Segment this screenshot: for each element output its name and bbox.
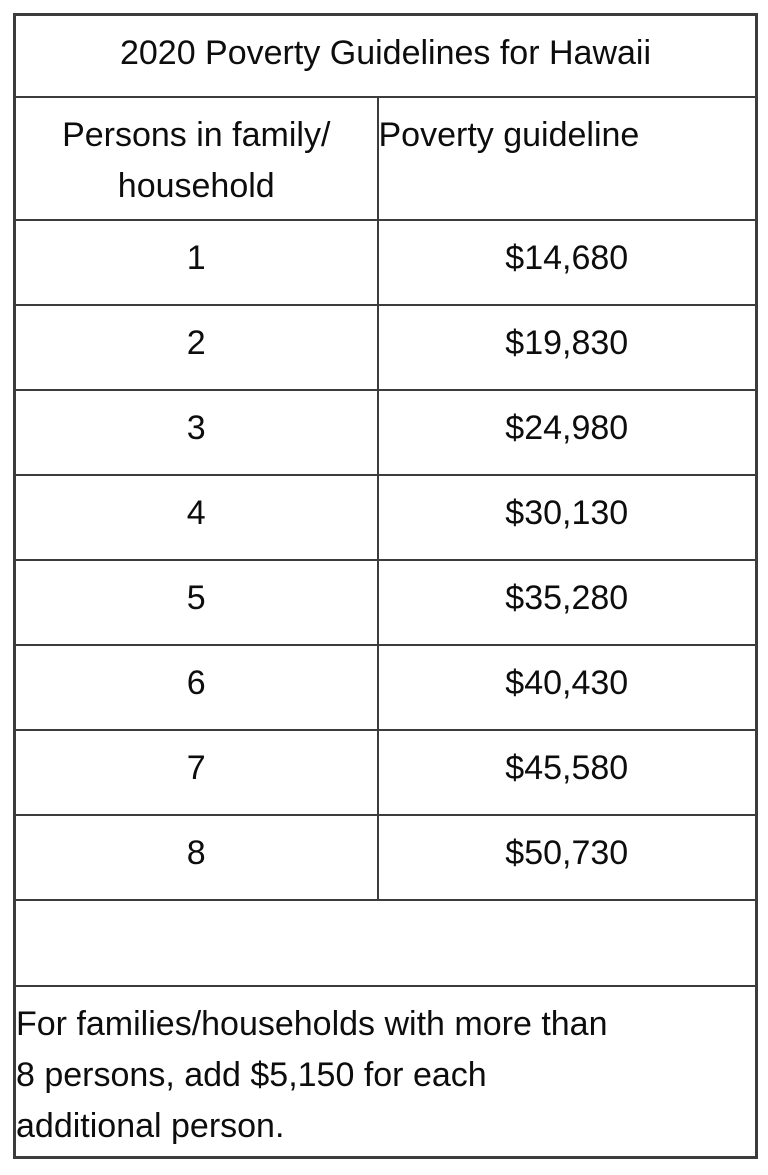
table-row: 6 $40,430 bbox=[13, 643, 758, 731]
persons-cell: 6 bbox=[13, 643, 379, 731]
amount-cell: $50,730 bbox=[376, 813, 758, 901]
persons-cell: 3 bbox=[13, 388, 379, 476]
persons-cell: 5 bbox=[13, 558, 379, 646]
amount-cell: $24,980 bbox=[376, 388, 758, 476]
persons-cell: 1 bbox=[13, 218, 379, 306]
blank-cell bbox=[13, 898, 758, 987]
column-header-persons: Persons in family/ household bbox=[13, 95, 379, 221]
persons-cell: 7 bbox=[13, 728, 379, 816]
amount-cell: $14,680 bbox=[376, 218, 758, 306]
amount-cell: $19,830 bbox=[376, 303, 758, 391]
poverty-guidelines-table: 2020 Poverty Guidelines for Hawaii Perso… bbox=[13, 13, 758, 1159]
blank-row bbox=[13, 898, 758, 987]
persons-cell: 2 bbox=[13, 303, 379, 391]
table-row: 4 $30,130 bbox=[13, 473, 758, 561]
title-row: 2020 Poverty Guidelines for Hawaii bbox=[13, 13, 758, 98]
persons-cell: 8 bbox=[13, 813, 379, 901]
amount-cell: $45,580 bbox=[376, 728, 758, 816]
table-row: 7 $45,580 bbox=[13, 728, 758, 816]
table-row: 3 $24,980 bbox=[13, 388, 758, 476]
table-note: For families/households with more than 8… bbox=[13, 984, 758, 1159]
persons-cell: 4 bbox=[13, 473, 379, 561]
amount-cell: $30,130 bbox=[376, 473, 758, 561]
column-header-guideline: Poverty guideline bbox=[376, 95, 758, 221]
note-row: For families/households with more than 8… bbox=[13, 984, 758, 1159]
table-row: 1 $14,680 bbox=[13, 218, 758, 306]
table-row: 8 $50,730 bbox=[13, 813, 758, 901]
table-row: 5 $35,280 bbox=[13, 558, 758, 646]
amount-cell: $35,280 bbox=[376, 558, 758, 646]
table-title: 2020 Poverty Guidelines for Hawaii bbox=[13, 13, 758, 98]
header-row: Persons in family/ household Poverty gui… bbox=[13, 95, 758, 221]
amount-cell: $40,430 bbox=[376, 643, 758, 731]
table-row: 2 $19,830 bbox=[13, 303, 758, 391]
